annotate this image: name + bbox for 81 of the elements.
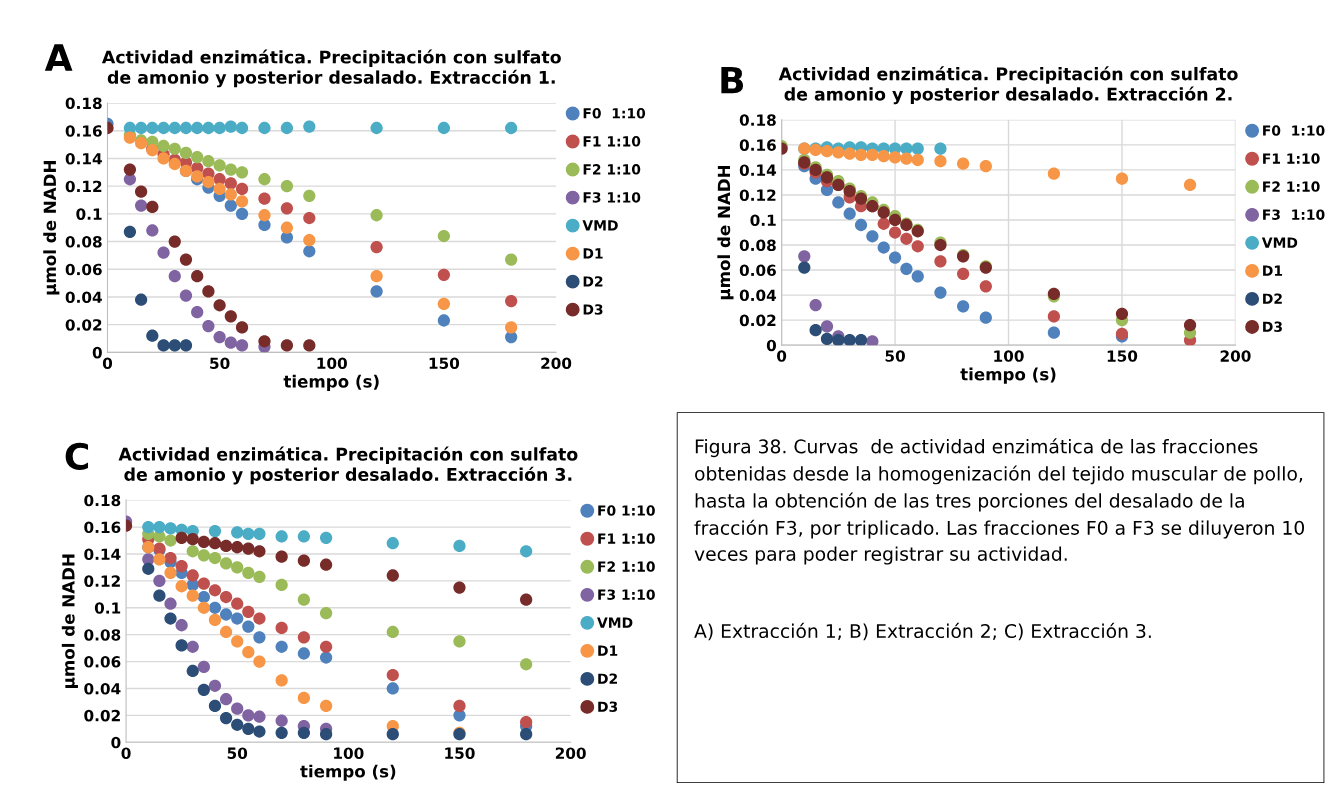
legend-label: F3 1:10	[598, 589, 655, 600]
legend-label: D1	[598, 645, 618, 656]
legend-label: F2 1:10	[598, 561, 655, 572]
y-tick-label: 0.08	[84, 629, 121, 641]
legend-label: D2	[598, 673, 617, 684]
text: B	[721, 66, 744, 94]
y-tick-label: 0.18	[84, 494, 121, 507]
legend-label: F3 1:10	[583, 192, 641, 203]
x-axis-title: tiempo (s)	[960, 367, 1056, 384]
legend-label: F0 1:10	[583, 108, 646, 119]
x-axis-title: tiempo (s)	[300, 764, 396, 781]
y-tick-label: 0	[766, 339, 777, 352]
x-tick-label: 0	[121, 747, 131, 759]
legend-label: D2	[583, 276, 603, 287]
y-tick-label: 0.1	[750, 214, 776, 227]
x-tick-label: 100	[317, 357, 347, 370]
legend-label: D3	[1263, 321, 1282, 332]
x-tick-label: 100	[994, 350, 1024, 362]
y-tick-label: 0.12	[84, 575, 120, 587]
y-tick-label: 0.04	[65, 291, 102, 303]
x-tick-label: 0	[777, 350, 787, 362]
legend-label: VMD	[582, 220, 618, 231]
y-tick-label: 0.04	[84, 682, 121, 695]
x-tick-label: 200	[1220, 350, 1251, 362]
y-axis-title: µmol de NADH	[717, 165, 734, 300]
text: A	[44, 44, 73, 71]
y-tick-label: 0.04	[739, 289, 777, 302]
y-tick-label: 0.12	[65, 180, 102, 193]
y-tick-label: 0.12	[739, 189, 776, 201]
y-tick-label: 0.16	[84, 521, 121, 534]
legend-label: F0 1:10	[598, 505, 655, 516]
legend-label: D1	[1263, 265, 1283, 276]
legend-label: F2 1:10	[583, 164, 641, 175]
legend-label: F1 1:10	[583, 136, 641, 147]
x-tick-label: 150	[1107, 350, 1138, 362]
y-axis-title: µmol de NADH	[61, 554, 78, 688]
x-tick-label: 50	[227, 747, 248, 759]
y-tick-label: 0.1	[94, 602, 121, 614]
chart-title: Actividad enzimática. Precipitación con sulfato de amonio y posterior desalado. Extracción 3.	[118, 446, 578, 485]
y-tick-label: 0.16	[739, 139, 776, 151]
y-tick-label: 0.18	[65, 97, 102, 110]
y-tick-label: 0.02	[65, 319, 102, 331]
legend-label: D1	[583, 248, 603, 259]
legend-label: VMD	[597, 617, 633, 628]
y-tick-label: 0.14	[65, 152, 102, 165]
x-tick-label: 150	[429, 357, 460, 370]
legend-label: D2	[1263, 293, 1282, 304]
legend-label: F3 1:10	[1263, 209, 1325, 220]
legend-label: F0 1:10	[1263, 125, 1325, 136]
text: A) Extracción 1; B) Extracción 2; C) Extracción 3.	[694, 622, 1151, 641]
text: C	[65, 442, 89, 471]
y-tick-label: 0.06	[65, 263, 102, 276]
chart-title: Actividad enzimática. Precipitación con sulfato de amonio y posterior desalado. Extracción 2.	[778, 66, 1238, 105]
legend-label: F1 1:10	[598, 533, 655, 544]
y-tick-label: 0	[111, 736, 121, 749]
y-tick-label: 0.14	[84, 548, 121, 560]
y-tick-label: 0.18	[739, 114, 776, 126]
legend-label: D3	[598, 701, 618, 712]
y-axis-title: µmol de NADH	[43, 161, 60, 295]
legend-label: F1 1:10	[1263, 153, 1320, 164]
x-tick-label: 50	[210, 357, 230, 370]
y-tick-label: 0.02	[84, 709, 120, 722]
chart-title: Actividad enzimática. Precipitación con sulfato de amonio y posterior desalado. Extracción 1.	[101, 49, 561, 88]
legend-label: D3	[583, 304, 603, 315]
y-tick-label: 0.08	[739, 239, 776, 252]
x-axis-title: tiempo (s)	[283, 374, 379, 391]
y-tick-label: 0.1	[76, 208, 102, 220]
legend-label: F2 1:10	[1263, 181, 1320, 192]
y-tick-label: 0.16	[65, 125, 102, 137]
x-tick-label: 200	[555, 747, 586, 759]
y-tick-label: 0.14	[739, 164, 777, 176]
text: Figura 38. Curvas de actividad enzimática de las fracciones obtenidas desde la homogenización del tejido muscular de pollo, hasta la obtención de las tres porciones del desalado de la fracción F3, por triplicado. Las fracciones F0 a F3 se diluyeron 10 veces para poder registrar su actividad.	[694, 438, 1305, 565]
y-tick-label: 0.08	[65, 236, 102, 248]
y-tick-label: 0.06	[84, 656, 121, 668]
x-tick-label: 50	[885, 350, 905, 362]
x-tick-label: 100	[334, 747, 364, 759]
x-tick-label: 150	[445, 747, 475, 759]
legend-label: VMD	[1261, 237, 1298, 248]
y-tick-label: 0.02	[739, 314, 776, 327]
y-tick-label: 0.06	[739, 264, 776, 277]
x-tick-label: 200	[541, 357, 572, 370]
